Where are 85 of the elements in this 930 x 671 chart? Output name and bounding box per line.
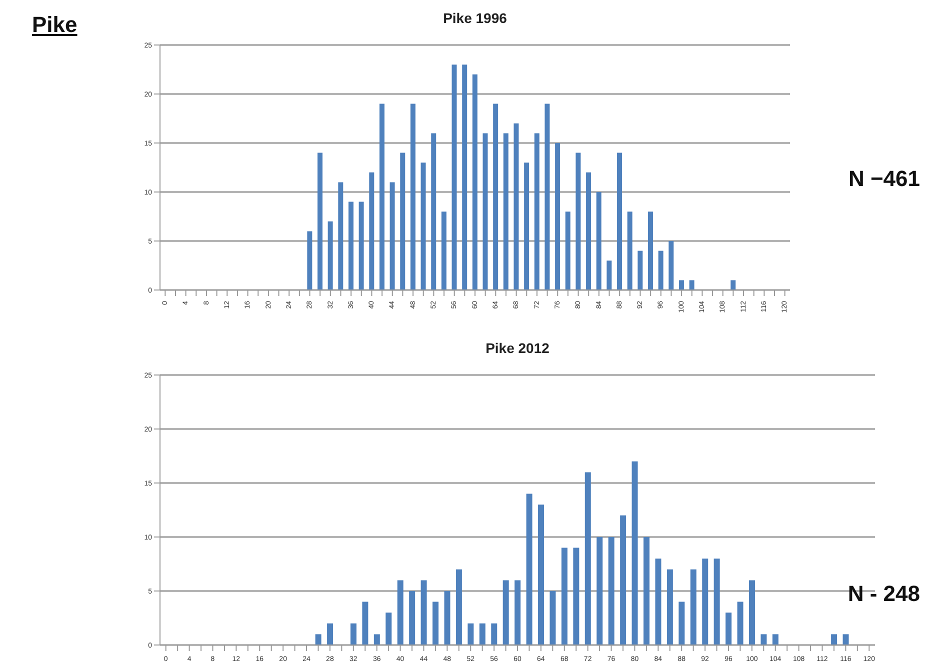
bar <box>348 202 354 290</box>
bar <box>627 212 632 290</box>
bar <box>420 162 426 290</box>
bar <box>772 634 778 645</box>
bar <box>315 634 322 645</box>
bar <box>369 172 374 290</box>
bar <box>503 133 508 290</box>
bar <box>620 515 626 645</box>
bar <box>644 537 650 645</box>
bar <box>358 202 364 290</box>
bar <box>410 104 416 290</box>
bar <box>638 250 643 290</box>
bar <box>842 634 849 645</box>
bar <box>690 569 696 645</box>
annotation: N - 248 <box>848 581 920 607</box>
chart-title: Pike 1996 <box>442 10 508 26</box>
bar <box>617 152 622 290</box>
bar <box>576 152 581 290</box>
bar <box>573 548 580 645</box>
bar <box>655 558 662 645</box>
bar <box>666 569 673 645</box>
bar <box>608 537 614 645</box>
bar <box>472 74 478 290</box>
bar <box>831 634 838 645</box>
bar <box>456 569 462 645</box>
bar <box>596 192 602 290</box>
bar <box>444 591 450 645</box>
bar <box>374 634 380 645</box>
bar <box>544 104 550 290</box>
bar <box>350 623 356 645</box>
bar <box>678 602 685 645</box>
bar <box>420 580 427 645</box>
bar <box>632 461 638 645</box>
bar <box>491 623 498 645</box>
bar <box>561 548 568 645</box>
bar <box>668 241 674 290</box>
bar <box>307 231 312 290</box>
bar <box>760 634 767 645</box>
chart-title: Pike 2012 <box>484 340 550 356</box>
bar <box>565 212 570 290</box>
bar <box>606 260 612 290</box>
bar <box>468 623 474 645</box>
bar <box>714 558 720 645</box>
bar <box>726 612 732 645</box>
bar <box>678 280 684 290</box>
bar <box>648 212 653 290</box>
bar <box>702 558 708 645</box>
bar <box>555 143 560 290</box>
bar <box>730 280 736 290</box>
bar <box>431 133 436 290</box>
bar <box>390 182 395 290</box>
bar <box>584 472 591 645</box>
bar <box>586 172 592 290</box>
bar <box>493 104 498 290</box>
bar <box>514 580 521 645</box>
text: Pike <box>32 12 78 38</box>
bar <box>441 212 446 290</box>
bar <box>689 280 694 290</box>
bar <box>524 162 530 290</box>
bar <box>748 580 755 645</box>
bar <box>318 152 322 290</box>
bar <box>397 580 404 645</box>
bar <box>328 221 333 290</box>
bar <box>362 602 368 645</box>
bar <box>514 123 519 290</box>
bar <box>482 133 488 290</box>
bar <box>409 591 416 645</box>
bar <box>379 104 384 290</box>
bar <box>452 64 457 290</box>
bar <box>596 537 603 645</box>
bar <box>502 580 509 645</box>
bar <box>534 133 540 290</box>
bar <box>737 602 744 645</box>
bar <box>479 623 486 645</box>
bar <box>327 623 334 645</box>
bar <box>338 182 344 290</box>
bar <box>526 494 532 645</box>
bar <box>432 602 439 645</box>
bar <box>538 504 544 645</box>
bar <box>400 152 406 290</box>
bar <box>386 612 392 645</box>
bar <box>550 591 556 645</box>
text: N −461 <box>848 166 920 192</box>
bar <box>658 250 664 290</box>
bar <box>462 64 468 290</box>
